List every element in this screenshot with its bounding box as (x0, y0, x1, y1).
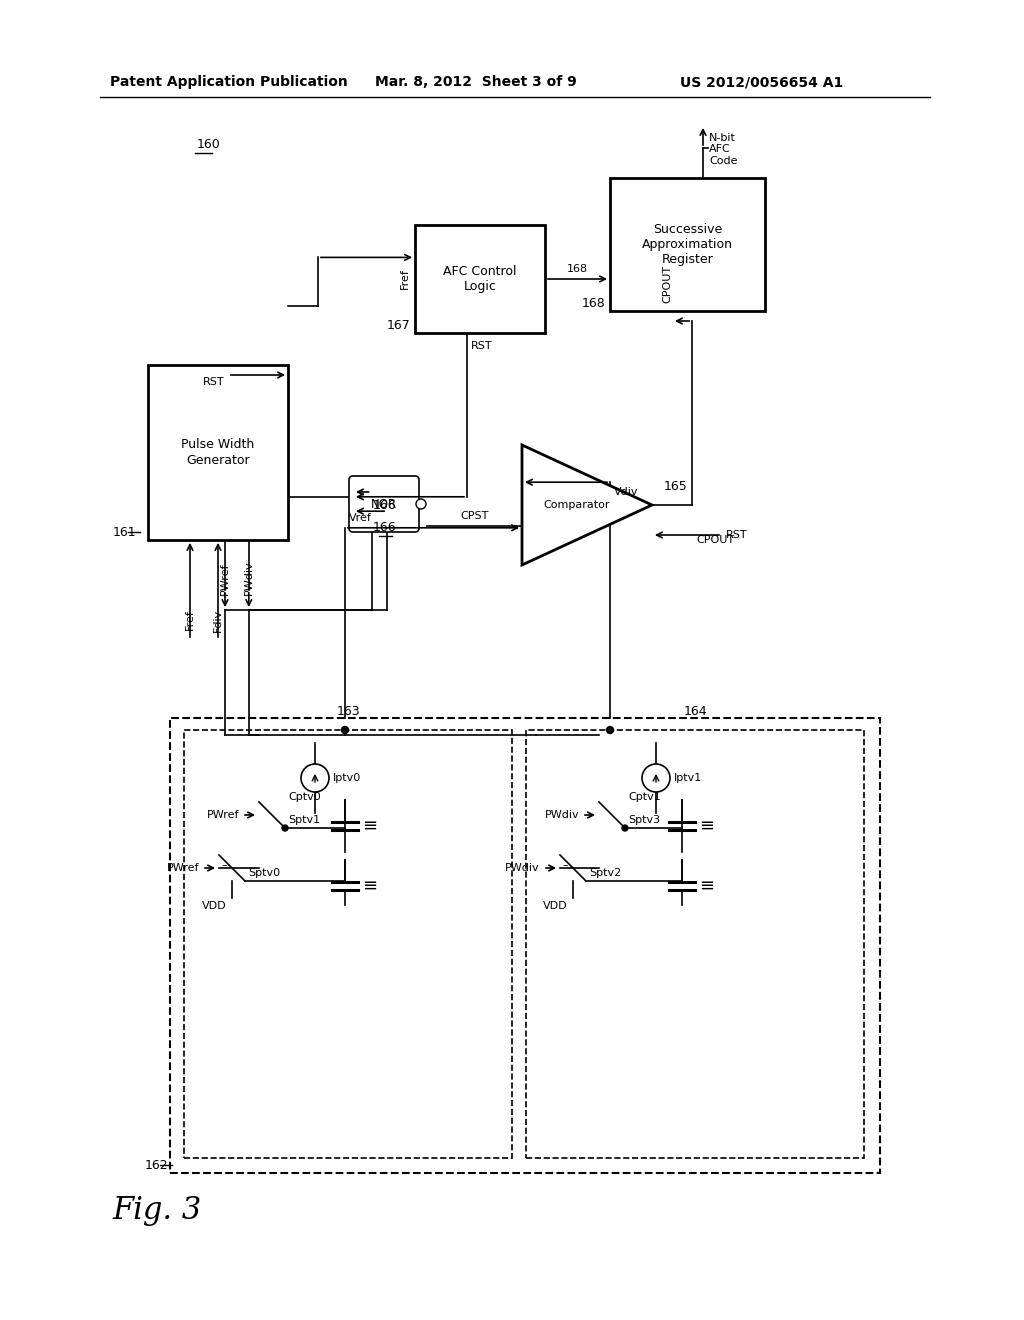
Text: AFC Control
Logic: AFC Control Logic (443, 265, 517, 293)
Text: Comparator: Comparator (544, 500, 610, 510)
Text: Fig. 3: Fig. 3 (112, 1195, 202, 1226)
Text: 162: 162 (144, 1159, 168, 1172)
Text: Sptv3: Sptv3 (628, 814, 660, 825)
Text: Successive
Approximation
Register: Successive Approximation Register (642, 223, 733, 267)
Circle shape (301, 764, 329, 792)
Text: 166: 166 (372, 521, 396, 535)
Text: VDD: VDD (202, 902, 226, 911)
Text: Vref: Vref (349, 512, 372, 523)
Text: 160: 160 (197, 139, 221, 150)
Text: 168: 168 (582, 297, 605, 310)
Text: RST: RST (471, 341, 493, 351)
Text: CPST: CPST (461, 511, 488, 521)
Circle shape (341, 726, 348, 734)
Text: Fref: Fref (400, 268, 410, 289)
Text: ≡: ≡ (699, 876, 714, 895)
Text: PWdiv: PWdiv (506, 863, 540, 873)
Text: PWref: PWref (167, 863, 199, 873)
Text: N-bit: N-bit (709, 133, 736, 143)
Text: Fdiv: Fdiv (213, 609, 223, 632)
Text: 167: 167 (386, 319, 410, 333)
Text: CPOUT: CPOUT (662, 265, 672, 304)
Text: 164: 164 (683, 705, 707, 718)
Text: 168: 168 (567, 264, 588, 275)
Text: 166: 166 (372, 499, 396, 512)
Circle shape (282, 825, 288, 832)
Text: ≡: ≡ (362, 876, 377, 895)
Text: PWdiv: PWdiv (244, 561, 254, 595)
Bar (526, 730, 864, 1158)
Text: Patent Application Publication: Patent Application Publication (110, 75, 348, 88)
Text: –: – (221, 861, 227, 870)
Text: Sptv0: Sptv0 (248, 869, 281, 878)
Text: Pulse Width
Generator: Pulse Width Generator (181, 438, 255, 466)
Text: AFC
Code: AFC Code (709, 144, 737, 166)
Text: VDD: VDD (543, 902, 567, 911)
Text: 161: 161 (113, 525, 136, 539)
Text: Cptv0: Cptv0 (288, 792, 321, 803)
Bar (170, 718, 880, 1173)
Text: –: – (562, 861, 568, 870)
Text: PWref: PWref (220, 562, 230, 595)
Text: ≡: ≡ (699, 817, 714, 836)
Text: Vdiv: Vdiv (614, 487, 639, 498)
Text: PWref: PWref (207, 810, 239, 820)
Polygon shape (522, 445, 652, 565)
Text: Sptv1: Sptv1 (288, 814, 321, 825)
Text: Iptv1: Iptv1 (674, 774, 702, 783)
Text: Cptv1: Cptv1 (628, 792, 660, 803)
Text: CPOUT: CPOUT (696, 535, 734, 545)
Circle shape (622, 825, 628, 832)
Bar (610, 178, 765, 312)
Text: RST: RST (726, 531, 748, 540)
Text: Mar. 8, 2012  Sheet 3 of 9: Mar. 8, 2012 Sheet 3 of 9 (375, 75, 577, 88)
Text: Sptv2: Sptv2 (589, 869, 622, 878)
Circle shape (606, 726, 613, 734)
Text: PWdiv: PWdiv (545, 810, 579, 820)
Text: Fref: Fref (185, 610, 195, 631)
Text: Iptv0: Iptv0 (333, 774, 361, 783)
Circle shape (642, 764, 670, 792)
Bar (415, 224, 545, 333)
Text: RST: RST (204, 378, 225, 387)
Bar (148, 366, 288, 540)
Text: 163: 163 (336, 705, 359, 718)
Text: NOR: NOR (371, 498, 397, 511)
Text: US 2012/0056654 A1: US 2012/0056654 A1 (680, 75, 843, 88)
Text: ≡: ≡ (362, 817, 377, 836)
Text: 165: 165 (664, 480, 688, 494)
Circle shape (416, 499, 426, 510)
Bar (184, 730, 512, 1158)
FancyBboxPatch shape (349, 477, 419, 532)
